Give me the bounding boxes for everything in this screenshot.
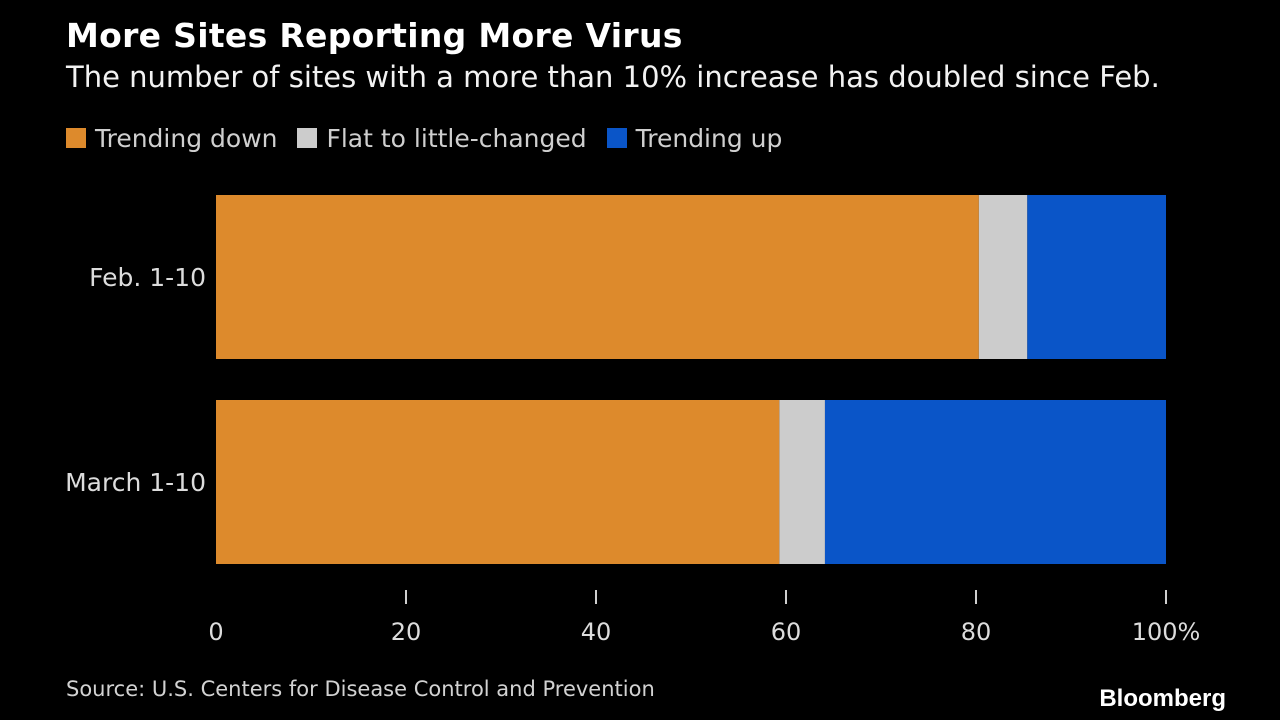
legend-item-trending-down: Trending down [66, 124, 277, 153]
source-note: Source: U.S. Centers for Disease Control… [66, 677, 655, 701]
legend-item-trending-up: Trending up [606, 123, 783, 153]
legend-swatch-trending-up [606, 128, 627, 148]
x-tick-label-0: 0 [208, 618, 223, 646]
bloomberg-logo: Bloomberg [1099, 685, 1226, 712]
x-tick-label-20: 20 [391, 618, 422, 646]
category-label-march-1-10: March 1-10 [65, 468, 206, 497]
bar-feb-1-10-trending-up [1027, 195, 1166, 359]
legend-item-flat: Flat to little-changed [297, 123, 587, 153]
bar-feb-1-10-trending-down [216, 195, 979, 359]
x-tick-label-60: 60 [771, 618, 802, 646]
bar-march-1-10-trending-down [216, 400, 780, 564]
bar-feb-1-10-flat-to-little-changed [978, 195, 1028, 359]
bar-march-1-10-flat-to-little-changed [779, 400, 825, 564]
chart-title: More Sites Reporting More Virus [66, 16, 683, 55]
x-tick-label-80: 80 [961, 618, 992, 646]
legend-label-flat: Flat to little-changed [326, 123, 587, 153]
x-tick-label-40: 40 [581, 618, 612, 646]
legend: Trending down Flat to little-changed Tre… [66, 121, 782, 155]
category-label-feb-1-10: Feb. 1-10 [89, 263, 206, 292]
legend-label-trending-down: Trending down [95, 123, 278, 153]
legend-swatch-trending-down [66, 128, 86, 148]
bar-march-1-10-trending-up [824, 400, 1166, 564]
chart-subtitle: The number of sites with a more than 10%… [66, 60, 1160, 94]
legend-label-trending-up: Trending up [635, 123, 783, 153]
x-tick-label-100: 100% [1132, 618, 1201, 646]
legend-swatch-flat [297, 128, 318, 148]
